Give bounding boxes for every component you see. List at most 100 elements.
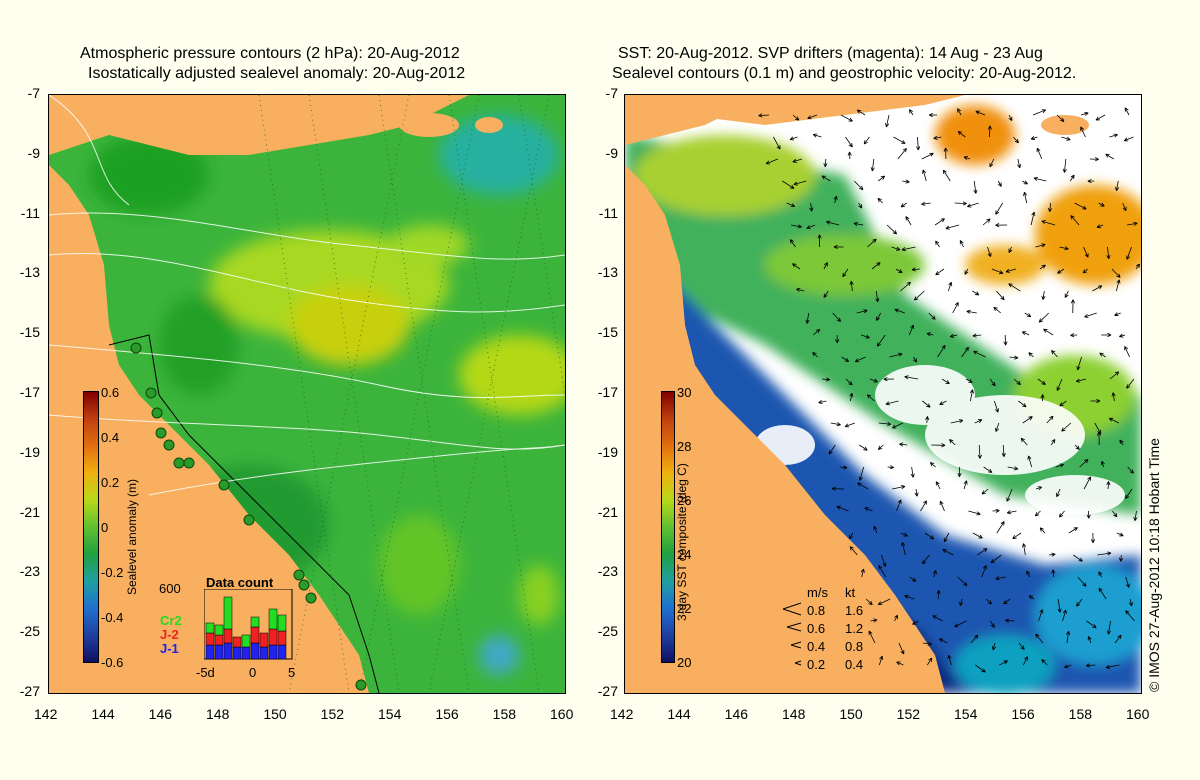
velocity-arrow <box>932 615 943 622</box>
velocity-arrow <box>1032 109 1047 116</box>
data-count-xtick-2: 0 <box>249 665 257 680</box>
velocity-arrow <box>975 664 986 673</box>
velocity-arrow <box>1123 136 1134 142</box>
velocity-arrow <box>791 224 802 229</box>
lat-tick-left-0: -7 <box>27 85 40 101</box>
velocity-arrow <box>1036 147 1043 160</box>
velocity-arrow <box>878 175 886 182</box>
velocity-arrow <box>995 576 1006 581</box>
velocity-arrow <box>989 158 995 168</box>
velocity-arrow <box>894 614 898 622</box>
velocity-arrow <box>1058 510 1065 518</box>
velocity-arrow <box>1061 136 1071 141</box>
lon-tick-right-5: 152 <box>896 706 921 722</box>
velocity-arrow <box>1039 264 1046 270</box>
velocity-arrow <box>1018 642 1025 650</box>
velocity-arrow <box>866 394 875 402</box>
velocity-arrow <box>1039 527 1046 534</box>
velocity-arrow <box>901 246 916 252</box>
velocity-arrow <box>892 422 903 429</box>
velocity-arrow <box>973 180 978 194</box>
velocity-arrow <box>830 422 841 427</box>
velocity-arrow <box>1056 378 1063 391</box>
velocity-arrow <box>1070 299 1076 314</box>
velocity-arrow <box>897 147 907 160</box>
velocity-arrow <box>878 565 887 578</box>
velocity-arrow <box>1106 246 1111 260</box>
velocity-arrow <box>941 378 950 385</box>
lon-tick-right-7: 156 <box>1011 706 1035 722</box>
velocity-arrow <box>823 262 828 270</box>
velocity-arrow <box>1128 598 1133 607</box>
velocity-arrow <box>1013 378 1021 385</box>
velocity-arrow <box>982 218 991 226</box>
velocity-arrow <box>833 244 844 249</box>
velocity-arrow <box>789 239 796 248</box>
velocity-arrow <box>889 352 903 358</box>
velocity-arrow <box>954 201 967 206</box>
velocity-arrow <box>1035 633 1044 644</box>
velocity-arrow <box>1076 356 1082 371</box>
lon-tick-left-7: 156 <box>435 706 459 722</box>
sla-colorbar-tick-6: -0.6 <box>101 655 124 670</box>
velocity-arrow <box>996 290 1005 301</box>
velocity-arrow <box>1069 174 1075 182</box>
velocity-arrow <box>1008 283 1021 292</box>
velocity-arrow <box>939 400 947 406</box>
lon-tick-right-3: 148 <box>782 706 806 722</box>
velocity-arrow <box>823 290 829 298</box>
lon-tick-left-6: 154 <box>378 706 402 722</box>
velocity-arrow <box>1124 346 1130 358</box>
velocity-row-2-kt: 1.2 <box>845 621 864 636</box>
velocity-arrow <box>806 224 816 229</box>
velocity-arrow <box>1064 290 1069 298</box>
sla-colorbar-tick-4: -0.2 <box>101 565 124 580</box>
velocity-arrow <box>1024 312 1032 318</box>
velocity-arrow <box>973 350 986 358</box>
velocity-arrow <box>925 416 930 424</box>
velocity-arrow <box>893 136 906 144</box>
velocity-arrow <box>990 620 995 628</box>
velocity-arrow <box>947 654 952 666</box>
velocity-arrow <box>1030 136 1038 140</box>
velocity-arrow <box>938 638 948 644</box>
velocity-arrow <box>891 485 906 490</box>
velocity-arrow <box>964 268 969 275</box>
velocity-arrow <box>900 532 908 537</box>
velocity-arrow <box>1051 350 1058 358</box>
velocity-arrow <box>877 598 891 606</box>
velocity-arrow <box>1135 263 1141 270</box>
velocity-arrow <box>1070 333 1078 338</box>
velocity-arrow <box>1021 543 1027 556</box>
velocity-arrow <box>1106 620 1111 635</box>
velocity-arrow <box>1066 631 1071 644</box>
velocity-arrow <box>904 375 919 380</box>
velocity-arrow <box>924 532 935 540</box>
velocity-arrow <box>1096 431 1102 446</box>
velocity-arrow <box>1007 466 1019 471</box>
sst-colorbar-tick-5: 20 <box>677 655 692 670</box>
velocity-arrow <box>1003 334 1008 346</box>
velocity-arrow <box>870 158 875 172</box>
sst-colorbar-label: 3-day SST composite (deg C) <box>675 463 689 621</box>
velocity-arrow <box>913 356 917 363</box>
data-count-xtick-3: 5 <box>288 665 296 680</box>
velocity-arrow <box>880 554 887 567</box>
velocity-arrow <box>1119 333 1126 338</box>
velocity-arrow <box>853 180 864 191</box>
velocity-arrow <box>994 400 999 413</box>
velocity-row-4-ms: 0.2 <box>807 657 826 672</box>
velocity-arrow <box>1086 510 1091 519</box>
velocity-arrow <box>1046 415 1054 424</box>
velocity-arrow <box>913 290 925 301</box>
velocity-arrow <box>809 202 814 212</box>
velocity-arrow <box>995 422 1000 432</box>
velocity-arrow <box>1028 595 1035 600</box>
lat-tick-right-3: -13 <box>597 264 618 281</box>
velocity-arrow <box>1112 510 1118 518</box>
velocity-arrow <box>939 500 945 512</box>
velocity-arrow <box>949 439 956 446</box>
velocity-arrow <box>963 156 970 161</box>
velocity-arrow <box>922 641 932 646</box>
velocity-arrow <box>1012 532 1022 540</box>
